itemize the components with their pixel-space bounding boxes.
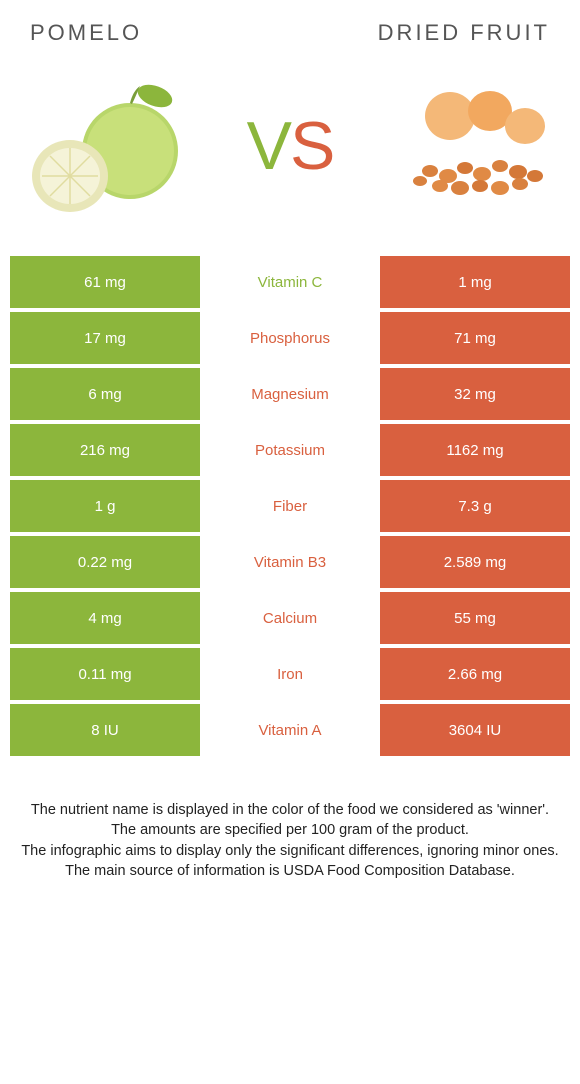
right-value: 71 mg bbox=[380, 312, 570, 364]
vs-s: S bbox=[290, 108, 333, 184]
table-row: 4 mgCalcium55 mg bbox=[10, 592, 570, 644]
table-row: 61 mgVitamin C1 mg bbox=[10, 256, 570, 308]
table-row: 1 gFiber7.3 g bbox=[10, 480, 570, 532]
left-value: 1 g bbox=[10, 480, 200, 532]
nutrient-label: Vitamin B3 bbox=[200, 536, 380, 588]
footer-line: The nutrient name is displayed in the co… bbox=[12, 800, 568, 820]
images-row: VS bbox=[0, 56, 580, 256]
vs-v: V bbox=[247, 108, 290, 184]
footer-notes: The nutrient name is displayed in the co… bbox=[0, 760, 580, 881]
table-row: 0.22 mgVitamin B32.589 mg bbox=[10, 536, 570, 588]
nutrient-label: Iron bbox=[200, 648, 380, 700]
left-value: 0.22 mg bbox=[10, 536, 200, 588]
table-row: 0.11 mgIron2.66 mg bbox=[10, 648, 570, 700]
nutrient-label: Phosphorus bbox=[200, 312, 380, 364]
right-value: 55 mg bbox=[380, 592, 570, 644]
right-value: 1 mg bbox=[380, 256, 570, 308]
footer-line: The infographic aims to display only the… bbox=[12, 841, 568, 861]
nutrient-label: Potassium bbox=[200, 424, 380, 476]
left-food-title: Pomelo bbox=[30, 20, 142, 46]
table-row: 6 mgMagnesium32 mg bbox=[10, 368, 570, 420]
right-value: 3604 IU bbox=[380, 704, 570, 756]
left-value: 216 mg bbox=[10, 424, 200, 476]
table-row: 17 mgPhosphorus71 mg bbox=[10, 312, 570, 364]
left-value: 0.11 mg bbox=[10, 648, 200, 700]
right-value: 7.3 g bbox=[380, 480, 570, 532]
right-food-title: Dried fruit bbox=[378, 20, 550, 46]
left-value: 8 IU bbox=[10, 704, 200, 756]
left-value: 17 mg bbox=[10, 312, 200, 364]
nutrient-label: Vitamin A bbox=[200, 704, 380, 756]
footer-line: The amounts are specified per 100 gram o… bbox=[12, 820, 568, 840]
comparison-table: 61 mgVitamin C1 mg17 mgPhosphorus71 mg6 … bbox=[0, 256, 580, 756]
left-value: 61 mg bbox=[10, 256, 200, 308]
left-value: 6 mg bbox=[10, 368, 200, 420]
right-value: 2.66 mg bbox=[380, 648, 570, 700]
table-row: 216 mgPotassium1162 mg bbox=[10, 424, 570, 476]
dried-fruit-image bbox=[390, 76, 560, 216]
header: Pomelo Dried fruit bbox=[0, 0, 580, 56]
nutrient-label: Vitamin C bbox=[200, 256, 380, 308]
pomelo-image bbox=[20, 76, 190, 216]
nutrient-label: Calcium bbox=[200, 592, 380, 644]
nutrient-label: Magnesium bbox=[200, 368, 380, 420]
footer-line: The main source of information is USDA F… bbox=[12, 861, 568, 881]
table-row: 8 IUVitamin A3604 IU bbox=[10, 704, 570, 756]
right-value: 32 mg bbox=[380, 368, 570, 420]
left-value: 4 mg bbox=[10, 592, 200, 644]
nutrient-label: Fiber bbox=[200, 480, 380, 532]
right-value: 2.589 mg bbox=[380, 536, 570, 588]
right-value: 1162 mg bbox=[380, 424, 570, 476]
vs-label: VS bbox=[247, 107, 334, 185]
